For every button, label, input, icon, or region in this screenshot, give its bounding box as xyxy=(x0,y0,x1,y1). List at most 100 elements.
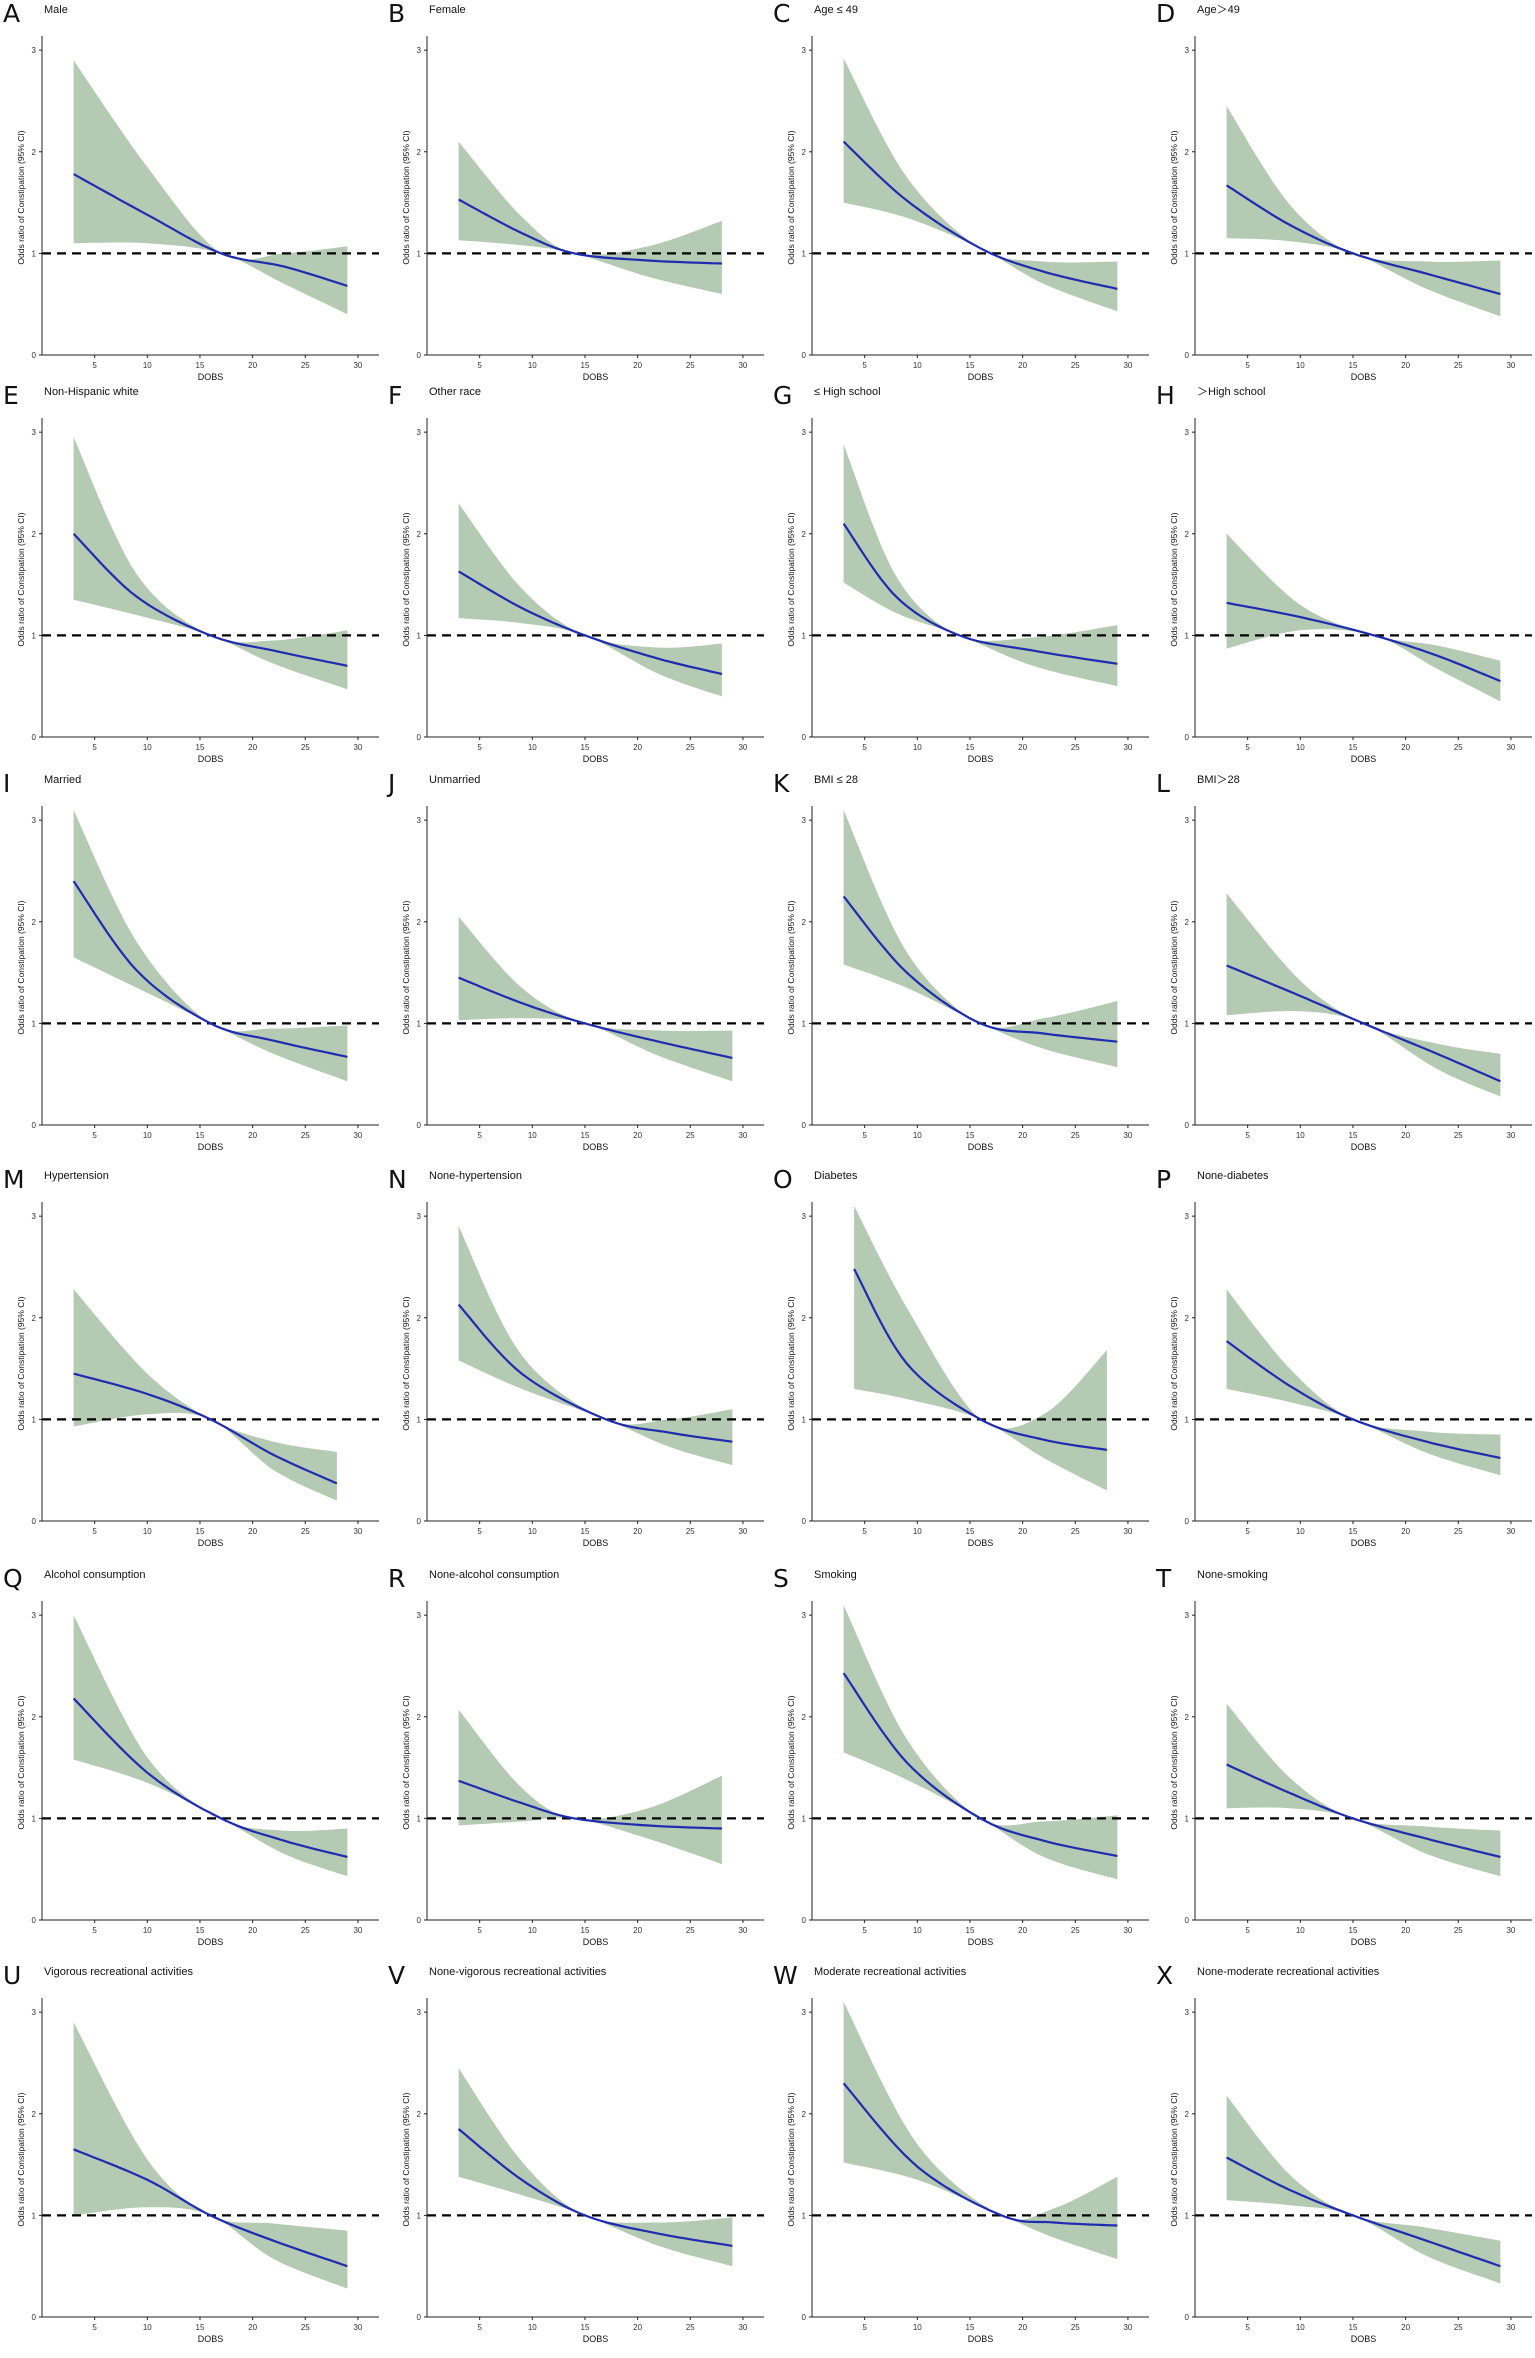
y-axis-label: Odds ratio of Constipation (95% CI) xyxy=(401,1296,411,1430)
y-tick-label: 1 xyxy=(1185,2211,1190,2220)
ci-band xyxy=(458,1226,733,1466)
panel-n: N None-hypertension 0 1 2 3 5 10 15 20 25 30 DOBS Odd… xyxy=(385,1166,768,1559)
plot-svg: 0 1 2 3 5 10 15 20 25 30 DOBS Odds ratio of Constip… xyxy=(1169,1601,1532,1947)
y-tick-label: 1 xyxy=(32,2211,37,2220)
x-tick-label: 5 xyxy=(477,1926,482,1935)
y-axis-label: Odds ratio of Constipation (95% CI) xyxy=(1169,512,1179,646)
y-tick-label: 3 xyxy=(802,1212,807,1221)
panel-title: Other race xyxy=(429,386,481,398)
y-tick-label: 1 xyxy=(32,249,37,258)
or-curve xyxy=(1225,1340,1501,1460)
panel-letter: X xyxy=(1156,1961,1174,1990)
panel-c: C Age ≤ 49 0 1 2 3 5 10 15 20 25 30 DOBS Odds ratio o… xyxy=(770,0,1153,393)
panel-title: Male xyxy=(44,4,68,16)
x-tick-label: 25 xyxy=(1454,743,1463,752)
x-tick-label: 30 xyxy=(353,2323,362,2332)
plot-svg: 0 1 2 3 5 10 15 20 25 30 DOBS Odds ratio of Constip… xyxy=(16,418,379,764)
x-tick-label: 5 xyxy=(477,1527,482,1536)
y-tick-label: 3 xyxy=(802,816,807,825)
x-tick-label: 15 xyxy=(966,1926,975,1935)
x-tick-label: 20 xyxy=(1018,1131,1027,1140)
x-tick-label: 5 xyxy=(92,1926,97,1935)
y-tick-label: 1 xyxy=(1185,1415,1190,1424)
y-axis-label: Odds ratio of Constipation (95% CI) xyxy=(401,900,411,1034)
plot-svg: 0 1 2 3 5 10 15 20 25 30 DOBS Odds ratio of Constip… xyxy=(786,36,1149,382)
x-tick-label: 30 xyxy=(1506,743,1515,752)
x-tick-label: 5 xyxy=(477,1131,482,1140)
y-axis-label: Odds ratio of Constipation (95% CI) xyxy=(786,130,796,264)
x-tick-label: 30 xyxy=(353,1527,362,1536)
panel-title: None-hypertension xyxy=(429,1170,522,1182)
x-axis-label: DOBS xyxy=(198,372,224,382)
y-axis-label: Odds ratio of Constipation (95% CI) xyxy=(401,1695,411,1829)
or-curve xyxy=(1225,184,1501,296)
x-tick-label: 5 xyxy=(92,1131,97,1140)
panel-letter: S xyxy=(773,1564,789,1593)
x-tick-label: 25 xyxy=(301,1131,310,1140)
ci-band xyxy=(458,2068,733,2267)
x-axis-label: DOBS xyxy=(1351,1937,1377,1947)
x-tick-label: 30 xyxy=(738,1131,747,1140)
x-tick-label: 15 xyxy=(581,2323,590,2332)
panel-a: A Male 0 1 2 3 5 10 15 20 25 30 DOBS Odds ratio of Co… xyxy=(0,0,383,393)
panel-title: ＞High school xyxy=(1197,386,1266,398)
y-tick-label: 0 xyxy=(802,733,807,742)
ci-band xyxy=(854,1206,1107,1491)
y-axis-label: Odds ratio of Constipation (95% CI) xyxy=(401,512,411,646)
y-axis-label: Odds ratio of Constipation (95% CI) xyxy=(401,130,411,264)
x-tick-label: 25 xyxy=(301,743,310,752)
panel-title: ≤ High school xyxy=(814,386,881,398)
y-axis-label: Odds ratio of Constipation (95% CI) xyxy=(1169,130,1179,264)
x-tick-label: 10 xyxy=(1296,1527,1305,1536)
y-tick-label: 3 xyxy=(1185,1212,1190,1221)
y-tick-label: 1 xyxy=(32,631,37,640)
y-tick-label: 3 xyxy=(1185,816,1190,825)
y-tick-label: 0 xyxy=(802,1121,807,1130)
x-tick-label: 5 xyxy=(1245,1926,1250,1935)
x-axis-label: DOBS xyxy=(968,372,994,382)
x-axis-label: DOBS xyxy=(1351,372,1377,382)
panel-letter: D xyxy=(1156,0,1176,28)
x-tick-label: 10 xyxy=(913,1926,922,1935)
x-tick-label: 15 xyxy=(966,361,975,370)
y-tick-label: 3 xyxy=(1185,46,1190,55)
panel-t: T None-smoking 0 1 2 3 5 10 15 20 25 30 DOBS Odds rat… xyxy=(1153,1565,1535,1958)
or-curve xyxy=(842,140,1118,291)
y-tick-label: 1 xyxy=(417,1019,422,1028)
plot-svg: 0 1 2 3 5 10 15 20 25 30 DOBS Odds ratio of Constip… xyxy=(401,1998,764,2344)
panel-letter: A xyxy=(3,0,21,28)
x-tick-label: 10 xyxy=(1296,361,1305,370)
x-tick-label: 25 xyxy=(301,1926,310,1935)
ci-band xyxy=(1226,106,1501,317)
x-axis-label: DOBS xyxy=(968,1538,994,1548)
x-tick-label: 25 xyxy=(686,2323,695,2332)
x-tick-label: 15 xyxy=(581,1131,590,1140)
panel-h: H ＞High school 0 1 2 3 5 10 15 20 25 30 DOBS Odds rat… xyxy=(1153,382,1535,775)
or-curve xyxy=(1226,1763,1501,1859)
y-tick-label: 2 xyxy=(417,918,422,927)
ci-band xyxy=(1226,533,1501,702)
x-tick-label: 25 xyxy=(686,743,695,752)
y-axis-label: Odds ratio of Constipation (95% CI) xyxy=(1169,1695,1179,1829)
plot-svg: 0 1 2 3 5 10 15 20 25 30 DOBS Odds ratio of Constip… xyxy=(401,418,764,764)
panel-r: R None-alcohol consumption 0 1 2 3 5 10 15 20 25 30… xyxy=(385,1565,768,1958)
panel-s: S Smoking 0 1 2 3 5 10 15 20 25 30 DOBS Odds ratio of… xyxy=(770,1565,1153,1958)
plot-svg: 0 1 2 3 5 10 15 20 25 30 DOBS Odds ratio of Constip… xyxy=(1169,36,1532,382)
x-tick-label: 20 xyxy=(1018,743,1027,752)
panel-letter: T xyxy=(1156,1564,1172,1593)
panel-title: Moderate recreational activities xyxy=(814,1966,967,1978)
panel-m: M Hypertension 0 1 2 3 5 10 15 20 25 30 DOBS Odds rat… xyxy=(0,1166,383,1559)
x-tick-label: 25 xyxy=(1071,2323,1080,2332)
plot-svg: 0 1 2 3 5 10 15 20 25 30 DOBS Odds ratio of Constip… xyxy=(1169,1202,1532,1548)
x-tick-label: 15 xyxy=(196,2323,205,2332)
y-tick-label: 1 xyxy=(417,1415,422,1424)
ci-band xyxy=(73,1615,348,1877)
x-tick-label: 20 xyxy=(248,2323,257,2332)
y-axis-label: Odds ratio of Constipation (95% CI) xyxy=(786,1296,796,1430)
y-tick-label: 1 xyxy=(802,2211,807,2220)
x-tick-label: 10 xyxy=(528,1926,537,1935)
x-tick-label: 5 xyxy=(1245,1527,1250,1536)
panel-letter: Q xyxy=(3,1564,23,1593)
x-tick-label: 10 xyxy=(1296,2323,1305,2332)
